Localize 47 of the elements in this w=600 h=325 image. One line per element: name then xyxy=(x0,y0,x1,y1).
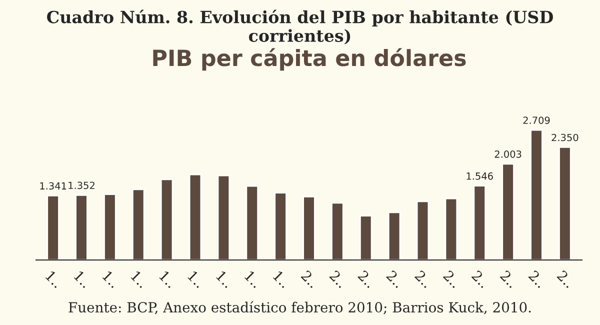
data-label: 2.003 xyxy=(494,150,522,158)
source-note: Fuente: BCP, Anexo estadístico febrero 2010; Barrios Kuck, 2010. xyxy=(68,301,531,314)
bar xyxy=(246,185,259,260)
x-tick-label: 2.. xyxy=(300,270,319,288)
chart-subtitle: PIB per cápita en dólares xyxy=(153,48,466,71)
bar xyxy=(46,194,60,260)
bar xyxy=(132,188,145,260)
bar xyxy=(188,174,202,260)
bar xyxy=(217,174,230,260)
bar xyxy=(75,194,88,260)
x-tick-label: 1.. xyxy=(45,270,63,288)
bar xyxy=(502,163,514,260)
x-tick-label: 1.. xyxy=(187,270,206,288)
data-label: 1.341 xyxy=(40,182,66,190)
x-tick-label: 2.. xyxy=(357,270,376,288)
x-tick-label: 1.. xyxy=(158,270,177,288)
bar xyxy=(473,185,486,260)
bar xyxy=(104,194,116,260)
x-tick-label: 2.. xyxy=(442,270,462,288)
data-label: 2.709 xyxy=(523,116,550,124)
bar xyxy=(160,178,174,260)
chart-title: Cuadro Núm. 8. Evolución del PIB por habitante (USD corrientes) xyxy=(47,10,553,44)
x-tick-label: 2.. xyxy=(386,270,404,288)
bar xyxy=(331,202,344,260)
bar xyxy=(274,192,287,260)
bar xyxy=(388,212,401,260)
bar xyxy=(444,198,458,260)
bar xyxy=(558,146,572,260)
x-tick-label: 1.. xyxy=(74,270,92,288)
data-label: 2.350 xyxy=(552,134,578,142)
x-tick-label: 2.. xyxy=(500,270,518,288)
bar xyxy=(530,129,543,260)
x-tick-label: 2.. xyxy=(556,270,575,288)
x-tick-label: 1.. xyxy=(130,270,148,288)
x-tick-label: 1.. xyxy=(102,270,120,288)
x-tick-label: 2.. xyxy=(528,270,546,288)
x-tick-label: 1.. xyxy=(216,270,234,288)
x-tick-label: 2.. xyxy=(329,270,348,288)
bar xyxy=(416,200,430,260)
data-label: 1.352 xyxy=(68,182,94,190)
x-tick-label: 1.. xyxy=(272,270,290,288)
x-tick-label: 2.. xyxy=(414,270,433,288)
x-tick-label: 1.. xyxy=(244,270,262,288)
bar xyxy=(359,215,372,260)
x-tick-label: 2.. xyxy=(471,270,490,288)
bar xyxy=(302,196,316,260)
data-label: 1.546 xyxy=(466,172,493,180)
